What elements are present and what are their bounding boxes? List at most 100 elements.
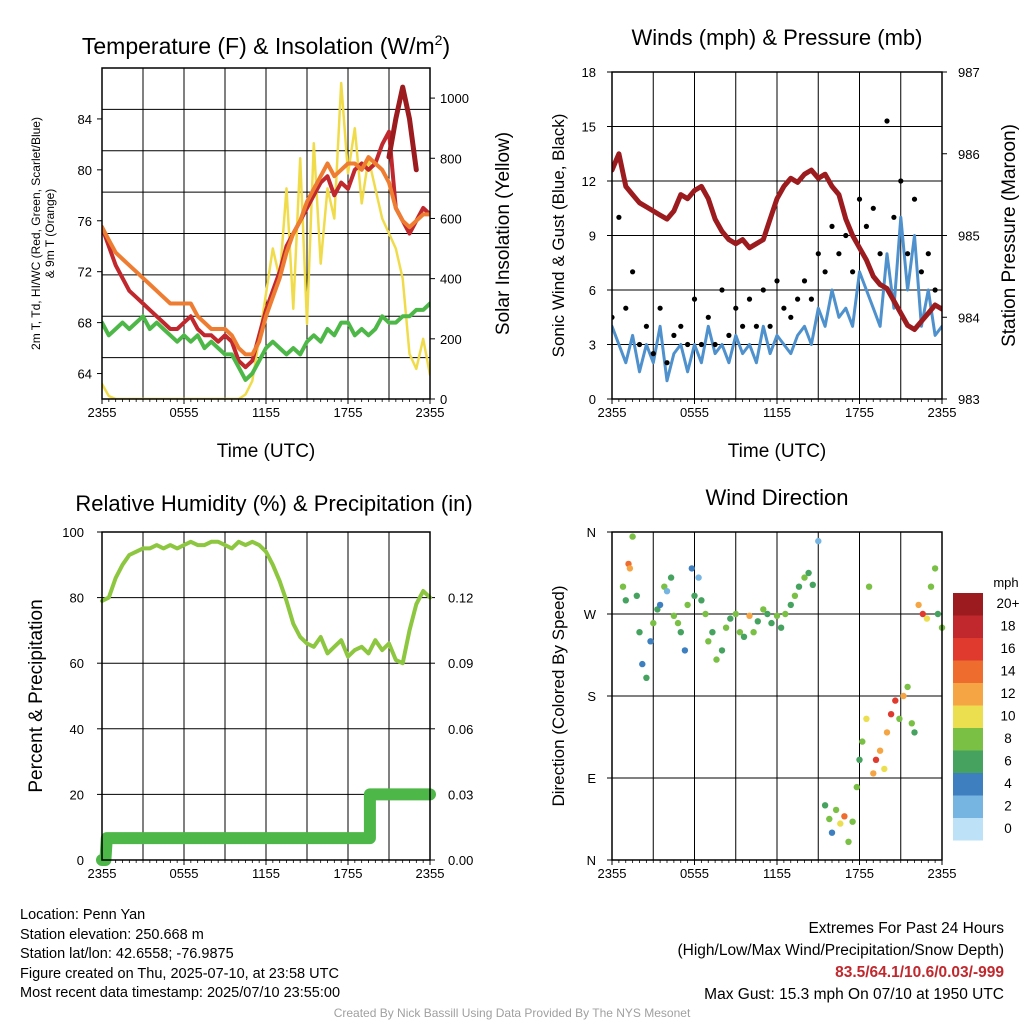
y-tick-label: 18	[582, 65, 596, 80]
station-elevation: Station elevation: 250.668 m	[20, 926, 204, 943]
gust-point	[760, 287, 766, 293]
gust-point	[712, 341, 718, 348]
gust-point	[781, 305, 787, 311]
y-tick-label: 3	[589, 338, 596, 353]
y-tick-label: 76	[78, 214, 92, 229]
y-tick-label: E	[587, 771, 596, 786]
direction-point	[626, 565, 634, 572]
gust-point	[664, 360, 670, 366]
direction-point	[881, 765, 888, 773]
gust-point	[740, 323, 746, 329]
x-tick-label: 1755	[845, 405, 874, 420]
y2-tick-label: 800	[440, 151, 462, 166]
chart-title: Wind Direction	[705, 485, 848, 510]
legend-label: 4	[1004, 776, 1012, 791]
y-tick-label: W	[584, 607, 597, 622]
humidity-chart: 2355 0555 1155 1755 2355 Relative Humidity (%…	[26, 491, 473, 881]
direction-point	[702, 610, 709, 618]
y-tick-label: 80	[78, 163, 92, 178]
y2-tick-label: 0.03	[448, 787, 473, 802]
direction-point	[740, 633, 748, 640]
x-axis-label: Time (UTC)	[728, 441, 827, 462]
x-tick-label: 1155	[252, 405, 280, 420]
legend-swatch	[953, 818, 983, 841]
legend-label: 16	[1000, 641, 1015, 656]
y-axis-label-line: 2m T, Td, HI/WC (Red, Green, Scarlet/Blu…	[29, 117, 43, 350]
gust-point	[822, 269, 828, 275]
y-tick-label: N	[587, 525, 596, 540]
direction-point	[732, 610, 739, 618]
y2-tick-label: 0	[440, 392, 447, 407]
credit-line: Created By Nick Bassill Using Data Provi…	[333, 1006, 691, 1020]
direction-point	[904, 683, 911, 691]
direction-point	[908, 720, 915, 727]
direction-point	[923, 615, 931, 622]
chart-title: Temperature (F) & Insolation (W/m2)	[82, 32, 450, 59]
y-axis-label: Percent & Precipitation	[26, 599, 47, 792]
x-tick-label: 1155	[763, 405, 791, 420]
temperature-chart: 2355 0555 1155 1755 2355 Temperature (F) & In…	[29, 32, 514, 462]
gust-point	[877, 251, 883, 257]
y-tick-label: 20	[70, 787, 84, 802]
y2-tick-label: 1000	[440, 91, 469, 106]
direction-point	[931, 565, 939, 572]
direction-point	[919, 610, 926, 618]
y-tick-label: 0	[77, 853, 84, 868]
y-tick-label: 12	[582, 174, 596, 189]
gust-point	[691, 296, 698, 302]
direction-point	[688, 565, 695, 572]
series-group	[612, 118, 942, 383]
direction-point	[826, 815, 833, 823]
gust-point	[767, 323, 773, 329]
y2-tick-label: 985	[958, 229, 980, 244]
station-latlon: Station lat/lon: 42.6558; -76.9875	[20, 946, 234, 962]
gust-point	[856, 196, 863, 202]
direction-point	[773, 612, 781, 619]
chart-title-end: )	[442, 33, 450, 59]
y-tick-label: 68	[78, 316, 92, 331]
direction-point	[656, 601, 664, 609]
x-tick-label: 2355	[416, 405, 445, 420]
y2-tick-label: 986	[958, 147, 980, 162]
y-axis-label: Direction (Colored By Speed)	[549, 585, 568, 806]
gust-point	[863, 223, 870, 229]
y-tick-label: S	[587, 689, 596, 704]
direction-point	[787, 601, 794, 609]
direction-point	[643, 674, 650, 681]
gust-point	[616, 214, 622, 220]
direction-point	[832, 806, 840, 814]
y-axis-label-text: Direction (Colored By Speed)	[549, 585, 568, 806]
direction-point	[619, 583, 627, 590]
direction-point	[768, 619, 775, 627]
x-tick-label: 2355	[598, 405, 627, 420]
direction-point	[677, 629, 684, 636]
gust-point	[891, 214, 897, 220]
x-tick-label: 1155	[252, 866, 280, 881]
series-line	[102, 81, 430, 399]
y2-tick-label: 200	[440, 332, 462, 347]
direction-point	[934, 610, 942, 618]
y-tick-label: 0	[589, 392, 596, 407]
direction-point	[859, 738, 866, 745]
gust-point	[788, 314, 794, 320]
direction-point	[718, 647, 726, 654]
series-line	[612, 215, 942, 383]
direction-point	[709, 629, 716, 636]
y-tick-label: 80	[70, 591, 84, 606]
series-group	[619, 533, 946, 845]
direction-point	[883, 729, 891, 736]
speed-legend: mph 20+ 18 16 14 12 10 8 6 4 2 0	[953, 575, 1020, 841]
station-location: Location: Penn Yan	[20, 907, 146, 923]
x-tick-label: 2355	[928, 866, 957, 881]
gust-point	[719, 287, 725, 293]
gust-point	[726, 332, 732, 338]
gust-point	[623, 305, 629, 311]
direction-point	[629, 533, 636, 540]
gust-point	[870, 205, 876, 211]
gust-point	[911, 196, 918, 202]
gust-point	[630, 269, 636, 275]
y-tick-label: 6	[589, 283, 596, 298]
x-tick-label: 0555	[680, 405, 709, 420]
gust-point	[898, 178, 904, 184]
y2-axis-label: Solar Insolation (Yellow)	[493, 132, 514, 335]
